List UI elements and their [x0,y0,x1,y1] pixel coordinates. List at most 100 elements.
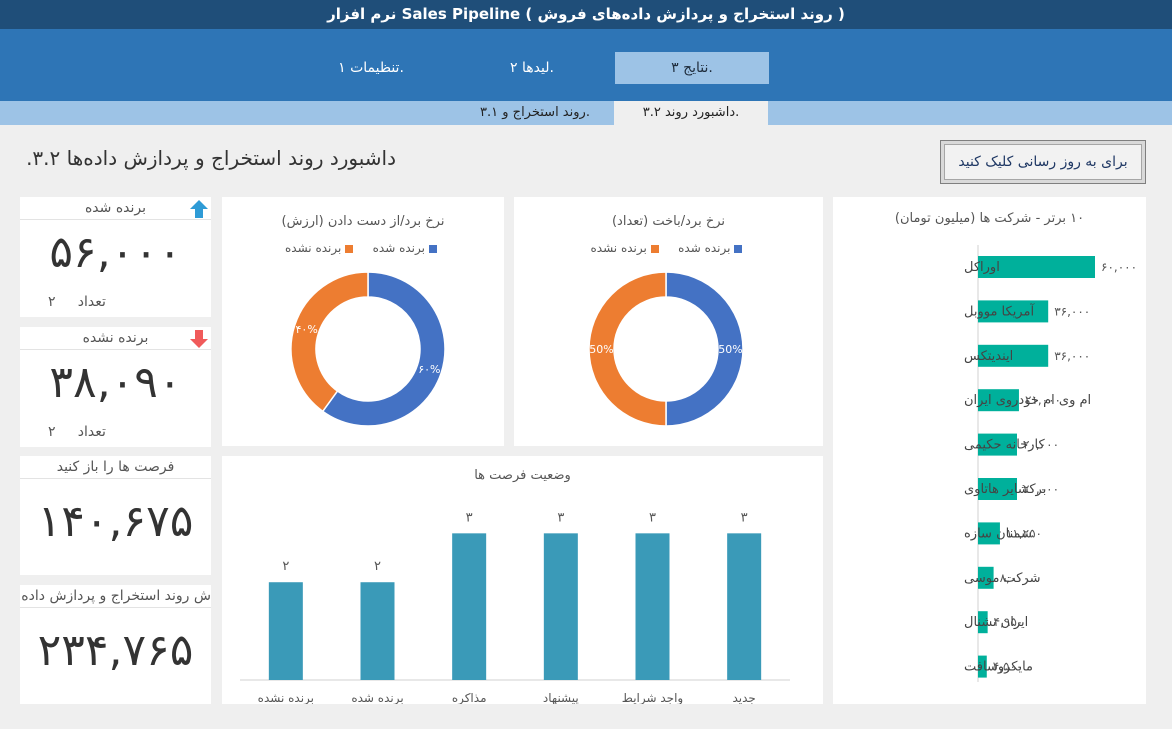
company-bar [978,611,988,634]
company-bar [978,478,1017,500]
company-value-label: ۱۱,۲۵۰ [1006,526,1042,540]
company-bar [978,566,994,589]
kpi-won-count: تعداد ۲ [48,294,106,310]
kpi-won-title: برنده شده [20,197,211,220]
window-title: نرم افزار Sales Pipeline ( روند استخراج … [0,0,1172,29]
refresh-button[interactable]: برای به روز رسانی کلیک کنید [940,140,1146,184]
kpi-total-card: ش روند استخراج و پردازش داده ۲۳۴,۷۶۵ [20,585,211,704]
bar [727,533,762,680]
bar-value-label: ۳ [466,510,473,525]
down-arrow-icon [190,330,208,348]
company-value-label: ۲۰,۰۰۰ [1023,482,1059,496]
donut-slice-label: 50% [718,343,742,356]
company-name-label: ایران نشنال [964,615,1028,630]
kpi-won-value: ۵۶,۰۰۰ [49,227,182,278]
company-value-label: ۳۶,۰۰۰ [1054,349,1090,363]
bar-category-label: برنده شده [351,691,403,704]
bar-category-label: مذاکره [452,691,487,704]
legend-won-swatch [428,244,437,253]
kpi-lost-value: ۳۸,۰۹۰ [49,357,182,408]
company-name-label: ایندیتکس [964,349,1013,364]
donut-slice-won [321,271,446,427]
tab-leads[interactable]: لیدها ۲. [510,60,554,76]
opportunity-status-chart: ۳ جدید ۳ واجد شرایط ۳ پیشنهاد ۳ مذاکره ۲ برنده شد… [240,510,790,704]
bar-category-label: برنده نشده [258,691,314,704]
company-name-label: اوراکل [964,260,1000,275]
donut-value-legend: برنده شده برنده نشده [222,241,504,255]
bar-value-label: ۲ [374,559,381,574]
company-value-label: ۸,۰۰۰ [1000,571,1030,585]
company-name-label: سمنان سازه [964,526,1032,541]
kpi-lost-count-label: تعداد [77,424,106,440]
donut-slice-lost [290,271,369,413]
legend-won-swatch [734,244,743,253]
company-bar [978,389,1019,412]
bar [268,582,303,680]
tab-settings[interactable]: تنظیمات ۱. [338,60,404,76]
legend-lost-swatch [345,244,354,253]
donut-slice-won [665,271,744,427]
donut-chart-count-panel: نرخ برد/باخت (تعداد) برنده شده برنده نشد… [514,197,823,446]
kpi-total-value: ۲۳۴,۷۶۵ [37,625,194,676]
company-name-label: برکشایر هاتاوی [964,482,1046,497]
opportunity-status-title: وضعیت فرصت ها [474,468,571,483]
opportunity-status-panel: وضعیت فرصت ها ۳ جدید ۳ واجد شرایط ۳ پیشنهاد ۳ م… [222,456,823,704]
top-companies-title: ۱۰ برتر - شرکت ها (میلیون تومان) [894,211,1085,226]
donut-count-chart: 50% 50% [588,271,744,427]
company-bar [978,655,987,678]
company-bar [978,433,1017,456]
top-companies-panel: ۱۰ برتر - شرکت ها (میلیون تومان) ۶۰,۰۰۰ ا… [833,197,1146,704]
subtab-extraction-process[interactable]: روند استخراج و ۳.۱. [480,105,590,120]
bar [452,533,487,680]
tab-results[interactable]: نتایج ۳. [615,52,769,84]
company-value-label: ۲۱,۰۰۰ [1025,393,1061,407]
company-name-label: آمریکا مووبل [964,302,1035,319]
top-companies-chart: ۶۰,۰۰۰ اوراکل ۳۶,۰۰۰ آمریکا مووبل ۳۶,۰۰۰ ایند… [964,245,1137,682]
company-name-label: مایکروسافت [964,660,1033,675]
kpi-open-value: ۱۴۰,۶۷۵ [37,496,194,547]
bar-category-label: جدید [732,691,755,704]
subtab-dashboard[interactable]: داشبورد روند ۳.۲. [614,101,768,125]
legend-won-label: برنده شده [372,241,425,255]
bar [543,533,578,680]
legend-lost-label: برنده نشده [590,241,647,255]
main-tab-bar: تنظیمات ۱. لیدها ۲. نتایج ۳. [0,29,1172,101]
donut-value-title: نرخ برد/از دست دادن (ارزش) [281,214,445,229]
kpi-won-card: برنده شده ۵۶,۰۰۰ تعداد ۲ [20,197,211,317]
kpi-total-title: ش روند استخراج و پردازش داده [20,585,211,608]
refresh-button-label: برای به روز رسانی کلیک کنید [944,144,1142,180]
donut-slice-label: 50% [589,343,613,356]
company-bar [978,522,1000,545]
company-value-label: ۳۶,۰۰۰ [1054,304,1090,318]
kpi-lost-card: برنده نشده ۳۸,۰۹۰ تعداد ۲ [20,327,211,447]
donut-slice-label: ۶۰% [418,363,440,376]
company-name-label: کارخانه حکیمی [964,438,1045,453]
bar-category-label: واجد شرایط [622,691,683,704]
donut-slice-label: ۴۰% [296,323,318,336]
kpi-lost-count-value: ۲ [48,424,56,440]
company-name-label: ام وی ام خودروی ایران [964,393,1091,408]
bar [360,582,395,680]
company-name-label: شرکت موسی [964,571,1041,586]
company-value-label: ۲۰,۰۰۰ [1023,438,1059,452]
donut-count-legend: برنده شده برنده نشده [514,241,823,255]
bar-value-label: ۳ [557,510,564,525]
sub-tab-bar: روند استخراج و ۳.۱. داشبورد روند ۳.۲. [0,101,1172,125]
legend-lost-label: برنده نشده [285,241,342,255]
kpi-lost-title: برنده نشده [20,327,211,350]
legend-lost-swatch [650,244,659,253]
kpi-open-title: فرصت ها را باز کنید [20,456,211,479]
company-bar [978,300,1049,323]
donut-slice-lost [588,271,667,427]
page-title: داشبورد روند استخراج و پردازش داده‌ها ۳.… [26,146,396,170]
kpi-won-count-value: ۲ [48,294,56,310]
company-bar [978,344,1049,367]
company-value-label: ۴,۹۵۰ [994,615,1024,629]
bar [635,533,670,680]
company-value-label: ۶۰,۰۰۰ [1101,260,1137,274]
donut-chart-value-panel: نرخ برد/از دست دادن (ارزش) برنده شده برن… [222,197,504,446]
bar-value-label: ۲ [282,559,289,574]
donut-count-title: نرخ برد/باخت (تعداد) [611,214,726,229]
bar-value-label: ۳ [741,510,748,525]
up-arrow-icon [190,200,208,218]
